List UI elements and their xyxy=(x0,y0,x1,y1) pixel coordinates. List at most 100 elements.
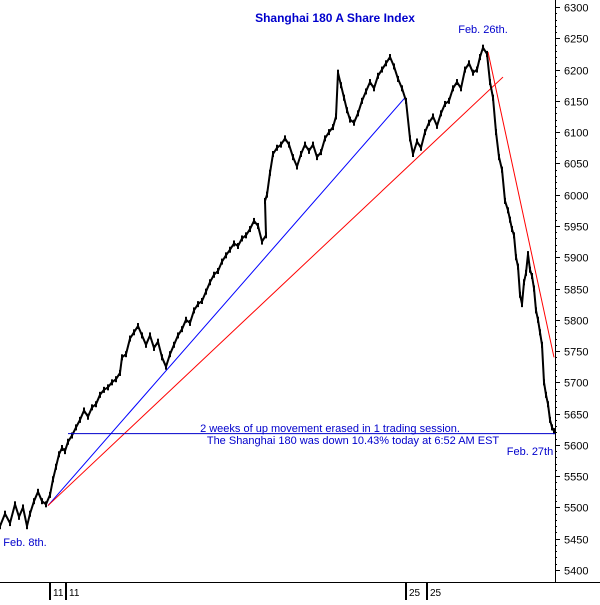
price-point xyxy=(401,85,403,92)
annotation-label: The Shanghai 180 was down 10.43% today a… xyxy=(207,435,500,447)
price-point xyxy=(389,54,391,61)
price-point xyxy=(173,341,175,348)
price-point xyxy=(495,129,497,136)
price-point xyxy=(320,149,322,156)
price-point xyxy=(517,263,519,270)
price-point xyxy=(264,197,266,204)
price-point xyxy=(527,251,529,258)
price-point xyxy=(346,107,348,114)
annotation-label: 2 weeks of up movement erased in 1 tradi… xyxy=(200,423,460,435)
price-point xyxy=(312,141,314,148)
price-point xyxy=(308,147,310,154)
price-point xyxy=(103,386,105,393)
price-point xyxy=(181,326,183,333)
price-point xyxy=(492,94,494,101)
price-point xyxy=(551,424,553,431)
price-point xyxy=(64,448,66,455)
y-tick-label: 5850 xyxy=(564,285,588,297)
price-point xyxy=(157,338,159,345)
y-tick-label: 6250 xyxy=(564,34,588,46)
price-point xyxy=(249,226,251,233)
price-point xyxy=(261,238,263,245)
price-point xyxy=(284,135,286,142)
annotation-label: Feb. 26th. xyxy=(458,24,508,36)
price-point xyxy=(420,144,422,151)
price-point xyxy=(328,129,330,136)
price-point xyxy=(149,332,151,339)
price-point xyxy=(535,307,537,314)
price-point xyxy=(543,379,545,386)
price-point xyxy=(9,520,11,527)
price-point xyxy=(501,166,503,173)
price-point xyxy=(377,72,379,79)
price-point xyxy=(531,272,533,279)
price-point xyxy=(266,191,268,198)
price-point xyxy=(545,391,547,398)
price-point xyxy=(365,88,367,95)
price-point xyxy=(129,335,131,342)
price-point xyxy=(201,298,203,305)
y-tick-label: 5800 xyxy=(564,316,588,328)
price-point xyxy=(125,351,127,358)
price-point xyxy=(217,267,219,274)
price-point xyxy=(337,69,339,76)
price-point xyxy=(523,279,525,286)
y-tick-label: 6100 xyxy=(564,128,588,140)
price-point xyxy=(353,119,355,126)
price-point xyxy=(456,79,458,86)
y-tick-label: 5700 xyxy=(564,378,588,390)
price-point xyxy=(436,122,438,129)
price-point xyxy=(115,376,117,383)
price-point xyxy=(547,401,549,408)
price-point xyxy=(161,354,163,361)
price-point xyxy=(18,513,20,520)
price-point xyxy=(479,54,481,61)
price-point xyxy=(409,135,411,142)
price-point xyxy=(541,341,543,348)
price-point xyxy=(253,217,255,224)
price-point xyxy=(440,110,442,117)
price-point xyxy=(316,154,318,161)
price-point xyxy=(300,151,302,158)
y-tick-label: 5450 xyxy=(564,535,588,547)
trend-line xyxy=(47,97,406,506)
y-tick-label: 5900 xyxy=(564,253,588,265)
price-point xyxy=(229,246,231,253)
price-point xyxy=(507,207,509,214)
price-point xyxy=(385,60,387,67)
y-tick-label: 5750 xyxy=(564,347,588,359)
price-point xyxy=(177,332,179,339)
price-point xyxy=(509,216,511,223)
price-point xyxy=(83,407,85,414)
price-point xyxy=(292,154,294,161)
price-point xyxy=(79,416,81,423)
price-point xyxy=(498,154,500,161)
price-point xyxy=(412,151,414,158)
price-point xyxy=(432,113,434,120)
price-point xyxy=(233,240,235,247)
price-point xyxy=(119,369,121,376)
price-point xyxy=(280,141,282,148)
y-tick-label: 5950 xyxy=(564,222,588,234)
price-point xyxy=(416,138,418,145)
price-point xyxy=(521,301,523,308)
price-point xyxy=(49,491,51,498)
price-point xyxy=(515,254,517,261)
price-point xyxy=(361,97,363,104)
x-tick-label: 11 xyxy=(69,588,80,599)
price-point xyxy=(41,498,43,505)
trend-line xyxy=(47,76,504,506)
price-point xyxy=(237,242,239,249)
price-point xyxy=(107,384,109,391)
price-point xyxy=(55,463,57,470)
y-tick-label: 6000 xyxy=(564,191,588,203)
price-point xyxy=(121,354,123,361)
annotations: Shanghai 180 A Share Index Feb. 26th. 2 w… xyxy=(3,11,553,549)
price-point xyxy=(464,66,466,73)
price-point xyxy=(296,163,298,170)
price-point xyxy=(276,144,278,151)
price-point xyxy=(529,266,531,273)
price-point xyxy=(71,432,73,439)
price-point xyxy=(22,504,24,511)
